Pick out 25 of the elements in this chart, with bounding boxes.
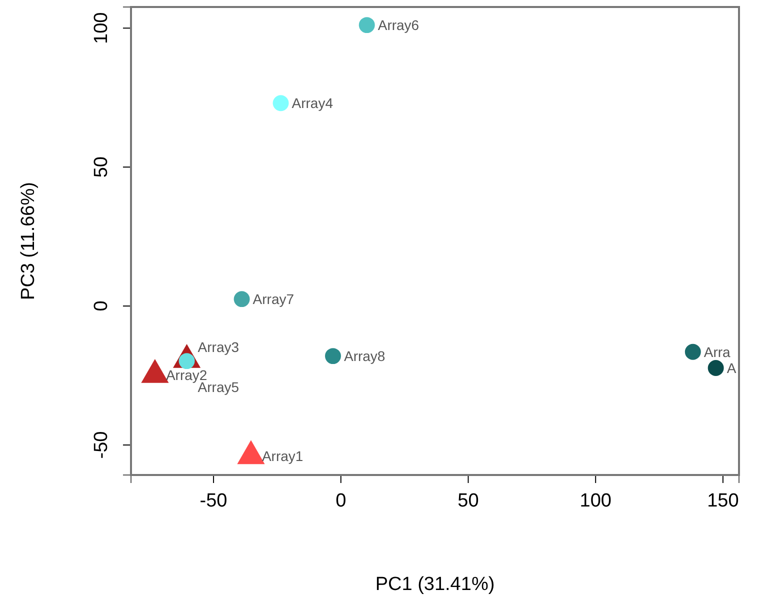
y-tick-label: 100 xyxy=(91,12,112,44)
annotation: Arra xyxy=(704,344,731,360)
point xyxy=(272,95,289,112)
point xyxy=(358,17,375,34)
y-axis-title: PC3 (11.66%) xyxy=(18,182,39,300)
annotation: Array1 xyxy=(262,448,304,464)
point xyxy=(325,348,341,364)
x-tick-label: 100 xyxy=(580,490,612,512)
x-tick-label: 150 xyxy=(707,490,739,512)
annotation: A xyxy=(726,360,737,376)
y-tick-label: 0 xyxy=(91,300,112,312)
x-tick-label: 0 xyxy=(336,490,346,512)
y-tick-label: -50 xyxy=(91,431,112,459)
annotation: Array6 xyxy=(378,17,420,34)
y-tick-label: 50 xyxy=(91,156,112,178)
point xyxy=(234,291,250,308)
annotation: Array4 xyxy=(292,95,334,112)
point xyxy=(708,360,724,376)
x-tick-label: 50 xyxy=(458,490,479,512)
x-axis-title: PC1 (31.41%) xyxy=(375,574,495,595)
annotation: Array7 xyxy=(252,291,294,308)
point xyxy=(684,344,701,360)
annotation: Array3 xyxy=(198,338,240,355)
annotation: Array8 xyxy=(344,348,386,364)
x-tick-label: -50 xyxy=(200,490,228,512)
